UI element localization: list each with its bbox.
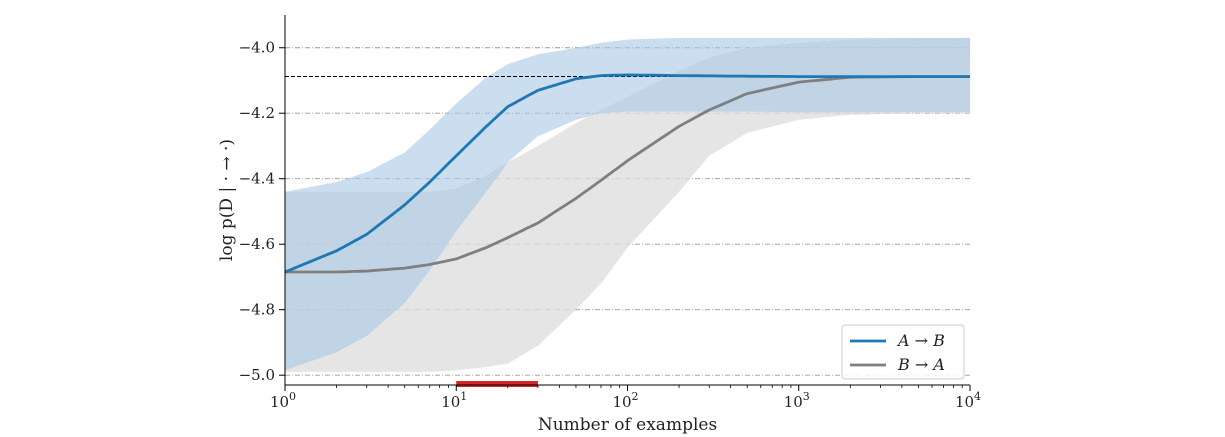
y-axis-label: log p(D | · → ·) <box>217 139 237 261</box>
highlight-group <box>456 381 538 387</box>
x-tick-label: 103 <box>784 390 810 411</box>
highlight-interval <box>456 381 538 387</box>
y-tick-label: −4.0 <box>239 39 275 57</box>
y-tick-label: −4.4 <box>239 170 275 188</box>
y-tick-label: −4.2 <box>239 104 275 122</box>
y-tick-label: −5.0 <box>239 366 275 384</box>
x-tick-label: 104 <box>955 390 981 411</box>
band-a-to-b <box>285 37 970 371</box>
series-lines <box>284 73 970 274</box>
y-tick-label: −4.8 <box>239 301 275 319</box>
x-axis-label: Number of examples <box>538 415 717 435</box>
legend: A → B B → A <box>841 324 965 380</box>
series-line-a-to-b <box>284 73 970 274</box>
x-ticks: 100 101 102 103 104 <box>270 385 981 411</box>
confidence-bands <box>285 37 970 372</box>
y-tick-label: −4.6 <box>239 235 275 253</box>
axis-labels: Number of examples log p(D | · → ·) <box>217 139 717 435</box>
x-tick-label: 102 <box>612 390 638 411</box>
x-tick-label: 100 <box>270 390 296 411</box>
legend-label: B → A <box>897 355 945 374</box>
band-b-to-a <box>285 37 970 372</box>
series-line-b-to-a <box>285 75 970 274</box>
x-tick-label: 101 <box>441 390 467 411</box>
y-ticks: −4.0 −4.2 −4.4 −4.6 −4.8 −5.0 <box>239 39 285 384</box>
legend-label: A → B <box>896 331 945 350</box>
